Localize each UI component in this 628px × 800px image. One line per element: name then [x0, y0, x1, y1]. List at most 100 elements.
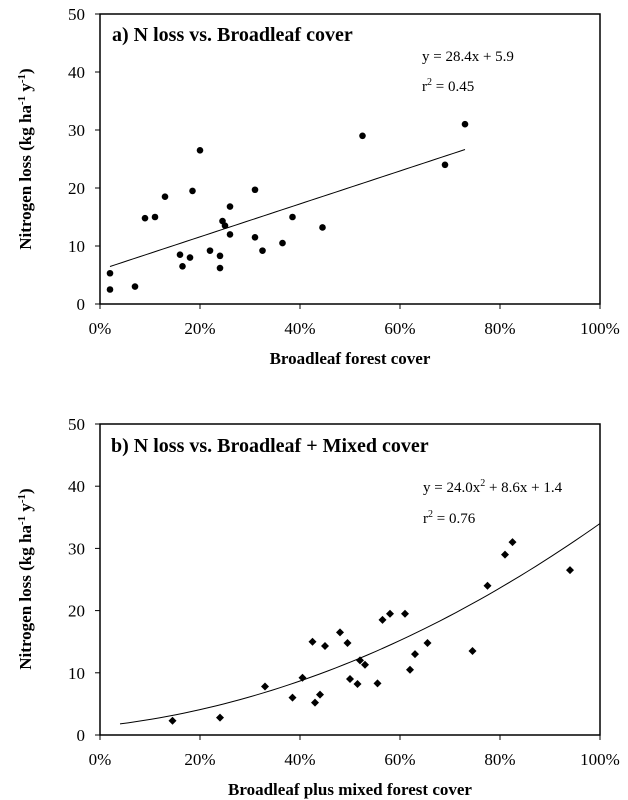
- chart-b-ytick-label: 0: [77, 726, 86, 745]
- chart-a-data-point: [289, 213, 296, 221]
- chart-a-xtick-label: 40%: [284, 319, 315, 338]
- chart-b-equation: y = 24.0x2 + 8.6x + 1.4: [423, 478, 563, 496]
- chart-b-data-point: [353, 679, 362, 688]
- chart-a: a) N loss vs. Broadleaf cover y = 28.4x …: [16, 5, 620, 368]
- chart-b-data-point: [508, 538, 517, 547]
- chart-a-plot-frame: [99, 13, 601, 305]
- chart-a-data-point: [226, 231, 234, 238]
- chart-a-data-point: [179, 263, 186, 270]
- chart-a-data-point: [161, 193, 169, 200]
- chart-a-data-point: [319, 224, 326, 231]
- chart-a-x-ticks: 0% 20% 40% 60% 80% 100%: [89, 304, 620, 338]
- chart-b-data-point: [261, 682, 269, 691]
- chart-b-data-point: [401, 609, 409, 618]
- chart-a-y-ticks: 0 10 20 30 40 50: [68, 5, 100, 314]
- chart-b-data-point: [298, 673, 307, 682]
- chart-b-ytick-label: 40: [68, 477, 85, 496]
- chart-a-data-point: [206, 247, 214, 254]
- chart-a-ytick-label: 0: [77, 295, 86, 314]
- chart-a-ytick-label: 30: [68, 121, 85, 140]
- chart-b-xtick-label: 20%: [184, 750, 215, 769]
- chart-a-data-point: [259, 247, 266, 254]
- chart-b-trendline: [119, 523, 601, 725]
- chart-b-data-point: [356, 656, 364, 665]
- chart-a-data-point: [141, 214, 149, 222]
- chart-a-data-point: [461, 120, 469, 128]
- chart-a-data-point: [186, 254, 194, 261]
- chart-a-ytick-label: 40: [68, 63, 85, 82]
- chart-b: b) N loss vs. Broadleaf + Mixed cover y …: [16, 415, 620, 799]
- chart-b-data-point: [336, 628, 344, 637]
- chart-a-points: [106, 120, 469, 293]
- chart-b-x-ticks: 0% 20% 40% 60% 80% 100%: [89, 735, 620, 769]
- chart-b-data-point: [321, 642, 329, 651]
- chart-a-data-point: [279, 239, 286, 247]
- chart-a-r2: r2 = 0.45: [422, 77, 474, 95]
- chart-a-trendline: [109, 149, 466, 267]
- chart-a-data-point: [251, 234, 259, 241]
- chart-b-trendline-group: [119, 523, 601, 725]
- chart-a-xtick-label: 0%: [89, 319, 112, 338]
- chart-b-data-point: [373, 679, 382, 688]
- chart-a-trendline-group: [109, 149, 466, 267]
- chart-b-ytick-label: 10: [68, 664, 85, 683]
- chart-a-xtick-label: 100%: [580, 319, 620, 338]
- chart-a-ytick-label: 10: [68, 237, 85, 256]
- chart-a-data-point: [189, 187, 196, 195]
- chart-b-data-point: [346, 675, 354, 684]
- chart-b-data-point: [483, 581, 492, 590]
- chart-b-xtick-label: 100%: [580, 750, 620, 769]
- chart-a-data-point: [176, 251, 184, 258]
- chart-b-r2: r2 = 0.76: [423, 509, 476, 527]
- chart-b-data-point: [361, 660, 369, 669]
- chart-a-data-point: [226, 203, 234, 210]
- chart-b-data-point: [316, 690, 324, 699]
- chart-a-data-point: [151, 213, 159, 221]
- chart-a-title: a) N loss vs. Broadleaf cover: [112, 24, 353, 46]
- chart-b-y-label: Nitrogen loss (kg ha-1 y-1): [16, 488, 35, 669]
- chart-b-xtick-label: 0%: [89, 750, 112, 769]
- chart-a-data-point: [221, 222, 229, 229]
- chart-a-data-point: [216, 264, 224, 272]
- chart-b-data-point: [216, 713, 224, 722]
- chart-b-ytick-label: 20: [68, 602, 85, 621]
- chart-a-xtick-label: 60%: [384, 319, 415, 338]
- chart-b-data-point: [411, 650, 419, 659]
- chart-b-data-point: [566, 566, 574, 575]
- chart-a-data-point: [251, 186, 259, 194]
- chart-a-data-point: [216, 252, 224, 260]
- chart-a-data-point: [359, 132, 366, 140]
- chart-a-x-label: Broadleaf forest cover: [270, 349, 431, 368]
- chart-b-data-point: [386, 609, 394, 618]
- chart-b-data-point: [343, 638, 352, 647]
- chart-a-equation: y = 28.4x + 5.9: [422, 49, 514, 65]
- chart-b-points: [168, 538, 574, 725]
- chart-b-xtick-label: 80%: [484, 750, 515, 769]
- chart-a-data-point: [196, 147, 204, 154]
- chart-b-data-point: [423, 638, 432, 647]
- chart-b-data-point: [308, 637, 317, 646]
- chart-a-ytick-label: 20: [68, 179, 85, 198]
- chart-b-data-point: [406, 665, 414, 674]
- chart-b-data-point: [168, 716, 177, 725]
- chart-a-xtick-label: 80%: [484, 319, 515, 338]
- chart-b-xtick-label: 60%: [384, 750, 415, 769]
- chart-b-data-point: [288, 693, 297, 702]
- chart-b-data-point: [378, 615, 387, 624]
- chart-a-xtick-label: 20%: [184, 319, 215, 338]
- chart-a-ytick-label: 50: [68, 5, 85, 24]
- chart-a-data-point: [441, 161, 449, 169]
- chart-b-plot-frame: [99, 423, 601, 736]
- chart-a-data-point: [131, 283, 139, 290]
- chart-b-title: b) N loss vs. Broadleaf + Mixed cover: [111, 435, 429, 457]
- chart-b-xtick-label: 40%: [284, 750, 315, 769]
- chart-b-x-label: Broadleaf plus mixed forest cover: [228, 780, 472, 799]
- chart-b-ytick-label: 30: [68, 539, 85, 558]
- chart-a-data-point: [106, 286, 114, 293]
- chart-b-data-point: [311, 698, 319, 707]
- chart-a-data-point: [106, 269, 114, 277]
- chart-b-ytick-label: 50: [68, 415, 85, 434]
- chart-b-data-point: [468, 647, 477, 656]
- chart-b-y-ticks: 0 10 20 30 40 50: [68, 415, 100, 745]
